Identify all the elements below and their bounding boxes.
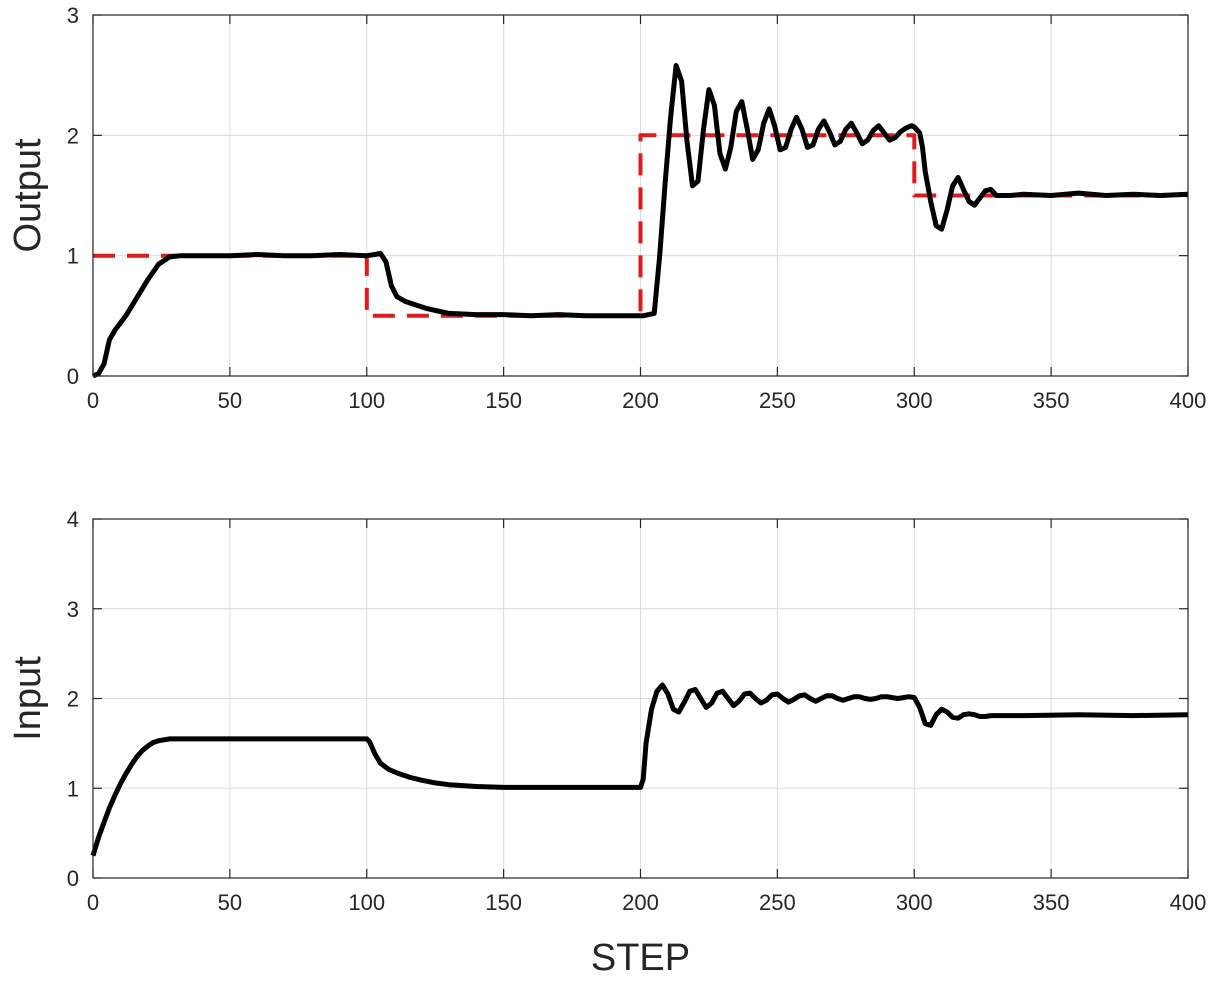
input-axes-frame: [92, 518, 1189, 879]
input-y-tick-label: 1: [67, 776, 79, 801]
output-x-tick-label: 300: [896, 388, 933, 413]
output-x-tick-label: 150: [485, 388, 522, 413]
output-y-tick-label: 1: [67, 244, 79, 269]
input-x-tick-label: 150: [485, 890, 522, 915]
output-y-tick-label: 3: [67, 3, 79, 28]
x-axis-title: STEP: [591, 937, 690, 979]
input-x-tick-label: 300: [896, 890, 933, 915]
input-x-tick-label: 0: [87, 890, 99, 915]
output-x-tick-label: 200: [622, 388, 659, 413]
input-y-tick-label: 3: [67, 597, 79, 622]
output-y-tick-label: 0: [67, 364, 79, 389]
input-subplot: 0 50 100 150 200 250 300 350 400 0 1 2 3 4 Input STEP: [7, 507, 1206, 979]
input-x-tick-label: 350: [1033, 890, 1070, 915]
output-x-tick-label: 50: [218, 388, 242, 413]
input-y-tick-label: 0: [67, 866, 79, 891]
input-x-tick-label: 100: [348, 890, 385, 915]
input-y-axis-title: Input: [7, 656, 49, 741]
output-x-tick-label: 350: [1033, 388, 1070, 413]
output-subplot: 0 50 100 150 200 250 300 350 400 0 1 2 3 Output: [7, 3, 1206, 413]
input-x-tick-label: 50: [218, 890, 242, 915]
input-y-tick-label: 2: [67, 687, 79, 712]
input-x-tick-label: 200: [622, 890, 659, 915]
input-x-tick-label: 250: [759, 890, 796, 915]
input-input-series-line: [90, 682, 1189, 857]
input-y-tick-label: 4: [67, 507, 79, 532]
output-axes-frame: [92, 14, 1189, 377]
output-x-tick-label: 400: [1170, 388, 1207, 413]
input-x-tick-label: 400: [1170, 890, 1207, 915]
output-y-tick-label: 2: [67, 123, 79, 148]
output-x-tick-label: 250: [759, 388, 796, 413]
output-x-tick-label: 100: [348, 388, 385, 413]
output-y-axis-title: Output: [7, 138, 49, 253]
output-reference-series-line: [93, 133, 1188, 318]
output-x-tick-label: 0: [87, 388, 99, 413]
output-output-series-line: [92, 63, 1189, 379]
